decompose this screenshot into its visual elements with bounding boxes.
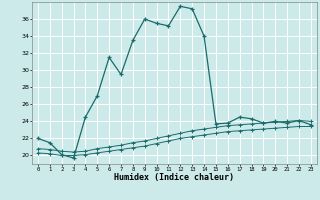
X-axis label: Humidex (Indice chaleur): Humidex (Indice chaleur) [115,173,234,182]
